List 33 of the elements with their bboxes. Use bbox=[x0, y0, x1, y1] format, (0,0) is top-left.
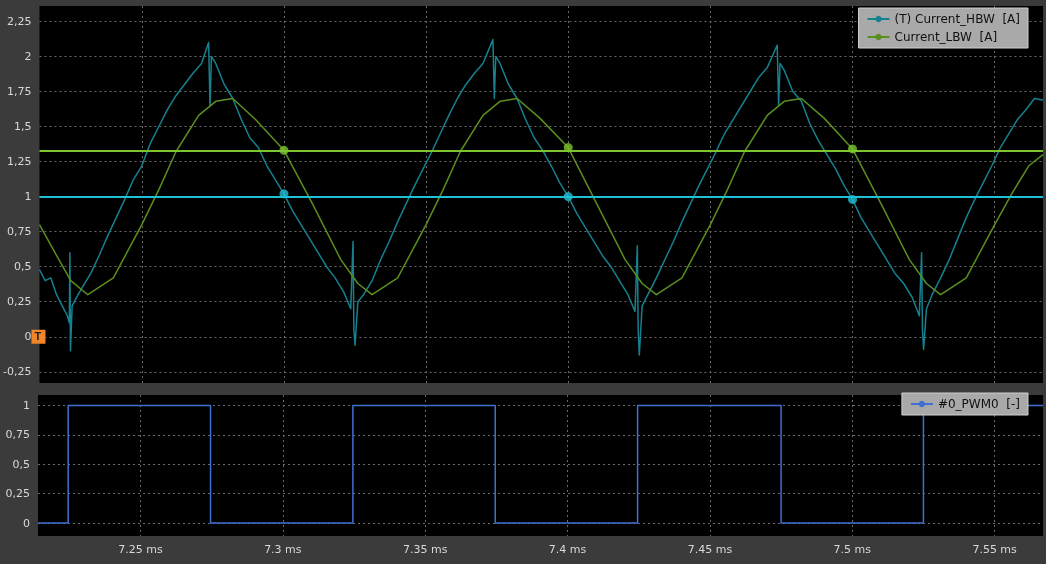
x-tick-label: 7.25 ms bbox=[118, 543, 163, 556]
annotation: T bbox=[34, 330, 42, 343]
y-tick-label: 1 bbox=[24, 190, 32, 204]
y-tick-label: 2,25 bbox=[6, 14, 32, 28]
point bbox=[848, 194, 858, 204]
y-tick-label: 0,75 bbox=[5, 428, 30, 442]
y-tick-label: 0,5 bbox=[13, 260, 32, 274]
y-tick-label: 0,25 bbox=[6, 295, 32, 309]
x-tick-label: 7.4 ms bbox=[548, 543, 587, 556]
legend-label: #0_PWM0 [-] bbox=[937, 397, 1021, 411]
y-tick-label: 1 bbox=[23, 399, 30, 413]
x-tick-label: 7.45 ms bbox=[687, 543, 733, 556]
x-tick-label: 7.3 ms bbox=[264, 543, 302, 556]
legend-label: (T) Current_HBW [A] bbox=[894, 12, 1021, 26]
x-tick-label: 7.35 ms bbox=[402, 543, 448, 556]
point bbox=[279, 189, 289, 199]
x-tick-label: 7.5 ms bbox=[833, 543, 872, 556]
y-tick-label: 2 bbox=[24, 49, 32, 63]
y-tick-label: 1,75 bbox=[6, 84, 32, 98]
y-tick-label: 0,75 bbox=[6, 225, 32, 239]
y-tick-label: 0,25 bbox=[5, 487, 30, 501]
point bbox=[563, 192, 573, 202]
x-tick-label: 7.55 ms bbox=[972, 543, 1018, 556]
point bbox=[848, 144, 858, 154]
y-tick-label: 0,5 bbox=[12, 457, 30, 471]
y-tick-label: -0,25 bbox=[2, 365, 32, 379]
point bbox=[279, 145, 289, 155]
y-tick-label: 1,25 bbox=[6, 155, 32, 169]
y-tick-label: 1,5 bbox=[13, 120, 32, 134]
y-tick-label: 0 bbox=[24, 330, 32, 344]
line-series bbox=[38, 97, 1044, 296]
legend-label: Current_LBW [A] bbox=[894, 30, 998, 44]
y-tick-label: 0 bbox=[23, 516, 30, 530]
